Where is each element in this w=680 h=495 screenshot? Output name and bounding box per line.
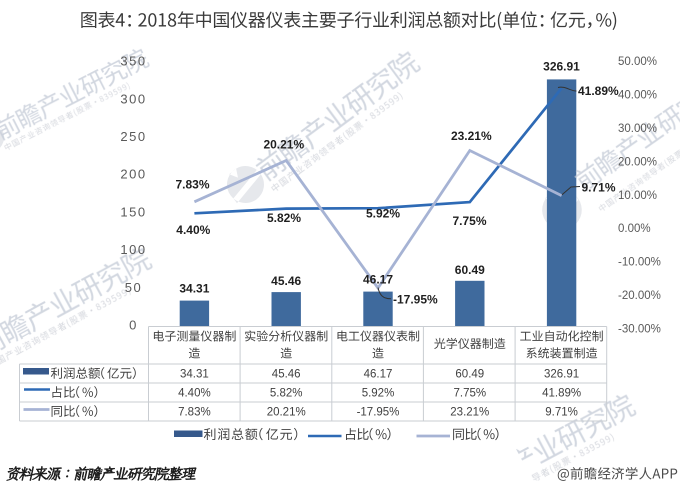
svg-text:7.83%: 7.83% <box>178 407 211 419</box>
svg-text:4.40%: 4.40% <box>178 388 211 400</box>
svg-text:326.91: 326.91 <box>544 369 579 381</box>
svg-text:20.21%: 20.21% <box>267 407 306 419</box>
svg-text:100: 100 <box>120 242 146 257</box>
svg-text:34.31: 34.31 <box>180 369 209 381</box>
svg-text:0: 0 <box>129 318 138 333</box>
svg-text:-17.95%: -17.95% <box>393 293 438 307</box>
svg-text:45.46: 45.46 <box>271 274 301 288</box>
svg-text:-20.00%: -20.00% <box>618 290 661 302</box>
svg-text:5.82%: 5.82% <box>267 211 301 225</box>
svg-text:150: 150 <box>120 204 146 219</box>
svg-text:30.00%: 30.00% <box>618 123 657 135</box>
svg-text:34.31: 34.31 <box>179 282 209 296</box>
svg-text:7.75%: 7.75% <box>452 214 486 228</box>
svg-text:10.00%: 10.00% <box>618 190 657 202</box>
svg-text:23.21%: 23.21% <box>450 407 489 419</box>
svg-text:300: 300 <box>120 91 146 106</box>
svg-text:326.91: 326.91 <box>543 60 580 74</box>
svg-text:250: 250 <box>120 129 146 144</box>
svg-text:23.21%: 23.21% <box>451 129 492 143</box>
svg-text:5.92%: 5.92% <box>362 388 395 400</box>
svg-text:9.71%: 9.71% <box>582 180 616 194</box>
svg-text:60.49: 60.49 <box>455 369 484 381</box>
svg-text:45.46: 45.46 <box>272 369 301 381</box>
svg-text:5.82%: 5.82% <box>270 388 303 400</box>
svg-text:20.21%: 20.21% <box>263 138 304 152</box>
svg-text:41.89%: 41.89% <box>578 84 619 98</box>
svg-text:0.00%: 0.00% <box>618 223 651 235</box>
svg-text:7.83%: 7.83% <box>175 178 209 192</box>
svg-text:60.49: 60.49 <box>455 263 485 277</box>
svg-text:46.17: 46.17 <box>363 273 393 287</box>
svg-text:46.17: 46.17 <box>364 369 393 381</box>
svg-text:20.00%: 20.00% <box>618 156 657 168</box>
svg-text:-10.00%: -10.00% <box>618 257 661 269</box>
svg-text:-30.00%: -30.00% <box>618 323 661 335</box>
svg-text:9.71%: 9.71% <box>545 407 578 419</box>
svg-text:41.89%: 41.89% <box>542 388 581 400</box>
svg-text:200: 200 <box>120 167 146 182</box>
svg-text:50.00%: 50.00% <box>618 56 657 68</box>
svg-text:5.92%: 5.92% <box>366 207 400 221</box>
svg-text:4.40%: 4.40% <box>176 223 210 237</box>
svg-text:350: 350 <box>120 54 146 69</box>
svg-text:-17.95%: -17.95% <box>357 407 400 419</box>
svg-text:40.00%: 40.00% <box>618 90 657 102</box>
svg-text:7.75%: 7.75% <box>453 388 486 400</box>
svg-text:50: 50 <box>125 280 142 295</box>
